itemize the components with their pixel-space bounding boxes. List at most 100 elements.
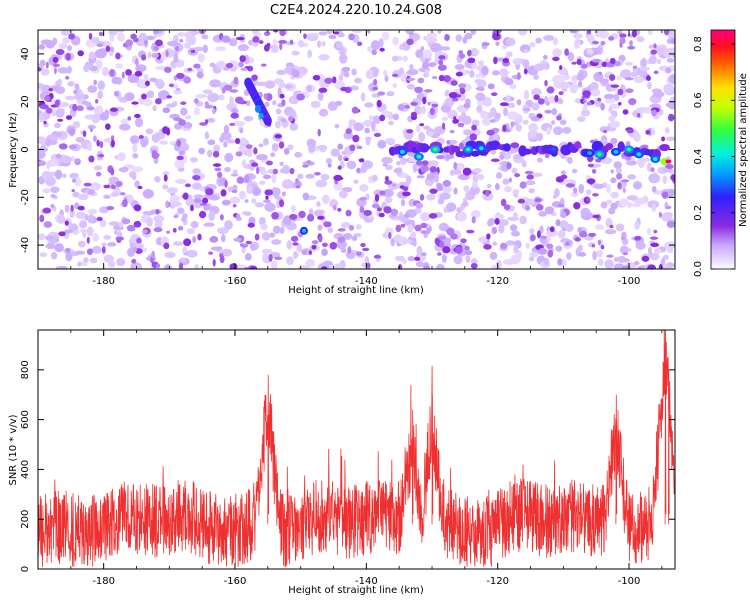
snr-series-line: [38, 330, 675, 568]
spectrogram-blob: [616, 173, 623, 180]
spectrogram-blob: [420, 230, 427, 234]
spectrogram-blob: [428, 212, 438, 219]
spectrogram-blob: [610, 202, 618, 210]
spectrogram-blob: [670, 174, 675, 181]
spectrogram-blob: [516, 72, 521, 80]
spectrogram-blob: [96, 139, 100, 147]
spectrogram-blob: [316, 201, 321, 207]
spectrogram-blob: [464, 245, 470, 251]
spectrogram-blob: [358, 158, 365, 163]
spectrogram-blob: [201, 34, 209, 40]
spectrogram-blob: [143, 73, 149, 81]
spectrogram-blob: [151, 52, 159, 59]
spectrogram-blob: [263, 138, 269, 146]
spectrogram-blob: [546, 127, 552, 136]
spectrogram-blob: [366, 262, 371, 269]
spectrogram-blob: [64, 220, 69, 226]
spectrogram-blob: [101, 242, 107, 247]
spectrogram-blob: [167, 40, 179, 47]
spectrogram-blob: [384, 180, 393, 185]
spectrogram-blob: [385, 164, 393, 171]
spectrogram-blob: [351, 68, 357, 76]
spectrogram-blob: [480, 110, 488, 120]
spectrogram-blob: [619, 198, 629, 207]
spectrogram-blob: [478, 87, 485, 92]
spectrogram-blob: [388, 232, 392, 239]
spectrogram-blob: [647, 264, 657, 269]
spectrogram-blob: [489, 251, 498, 261]
spectrogram-blob: [119, 123, 131, 131]
spectrogram-blob: [58, 143, 68, 150]
spectrogram-blob: [264, 101, 270, 107]
spectrogram-blob: [467, 49, 472, 57]
spectrogram-blob: [259, 180, 266, 185]
spectrogram-blob: [305, 258, 316, 268]
spectrogram-blob: [230, 107, 239, 114]
spectrogram-blob: [92, 233, 100, 242]
spectrogram-blob: [165, 49, 169, 57]
spectrogram-blob: [613, 149, 619, 154]
spectrogram-blob: [418, 132, 426, 142]
spectrogram-blob: [264, 189, 274, 196]
spectrogram-blob: [318, 31, 328, 36]
spectrogram-blob: [110, 135, 115, 141]
spectrogram-blob: [141, 93, 147, 100]
spectrogram-blob: [384, 196, 393, 204]
snr-y-tick-label: 800: [20, 360, 31, 379]
spectrogram-blob: [317, 215, 325, 220]
spectrogram-blob: [356, 145, 363, 150]
spectrogram-blob: [54, 122, 61, 129]
spectrogram-blob: [281, 179, 294, 189]
spectrogram-blob: [40, 104, 49, 110]
spectrogram-blob: [420, 164, 429, 173]
spectrogram-blob: [438, 74, 445, 82]
spectrogram-blob: [438, 240, 445, 248]
spectrogram-blob: [589, 89, 601, 97]
spectrogram-blob: [426, 172, 435, 181]
spectrogram-blob: [259, 170, 267, 175]
spectrogram-blob: [268, 253, 273, 262]
spectrogram-blob: [61, 30, 74, 34]
spectrogram-blob: [103, 137, 113, 143]
spectrogram-blob: [322, 194, 330, 205]
spectrogram-blob: [142, 188, 154, 199]
spectrogram-blob: [74, 91, 85, 101]
spectrogram-blob: [59, 102, 70, 107]
spectrogram-blob: [185, 197, 195, 207]
spectrogram-blob: [328, 34, 337, 40]
spectrogram-blob: [465, 147, 471, 152]
spectrogram-blob: [545, 229, 558, 237]
spectrogram-blob: [151, 250, 156, 259]
spectrogram-blob: [351, 235, 358, 242]
spectrogram-blob: [553, 126, 563, 136]
spectrogram-blob: [255, 81, 268, 86]
spectrogram-blob: [193, 194, 205, 200]
spectrogram-blob: [38, 136, 47, 145]
spectrogram-blob: [384, 138, 396, 144]
spectrogram-blob: [378, 38, 384, 48]
spectrogram-blob: [212, 108, 216, 115]
snr-y-tick-label: 0: [20, 566, 31, 572]
spectrogram-blob: [115, 63, 123, 69]
spectrogram-blob: [455, 150, 464, 158]
spectrogram-blob: [234, 96, 244, 104]
spectrogram-blob: [665, 163, 674, 170]
spectrogram-blob: [101, 246, 106, 254]
spectrogram-blob: [360, 92, 366, 102]
spectrogram-blob: [538, 211, 548, 217]
spectrogram-x-tick-label: -160: [224, 276, 247, 287]
spectrogram-blob: [481, 42, 490, 46]
spectrogram-blob: [470, 30, 477, 35]
spectrogram-blob: [77, 50, 84, 57]
spectrogram-blob: [190, 49, 196, 53]
spectrogram-blob: [276, 69, 287, 76]
spectrogram-blob: [131, 258, 137, 264]
spectrogram-blob: [594, 224, 605, 230]
spectrogram-blob: [231, 189, 238, 194]
spectrogram-blob: [115, 52, 121, 60]
spectrogram-blob: [279, 226, 285, 234]
spectrogram-blob: [284, 148, 290, 155]
spectrogram-blob: [558, 91, 564, 96]
spectrogram-blob: [269, 232, 276, 238]
spectrogram-blob: [529, 234, 536, 242]
